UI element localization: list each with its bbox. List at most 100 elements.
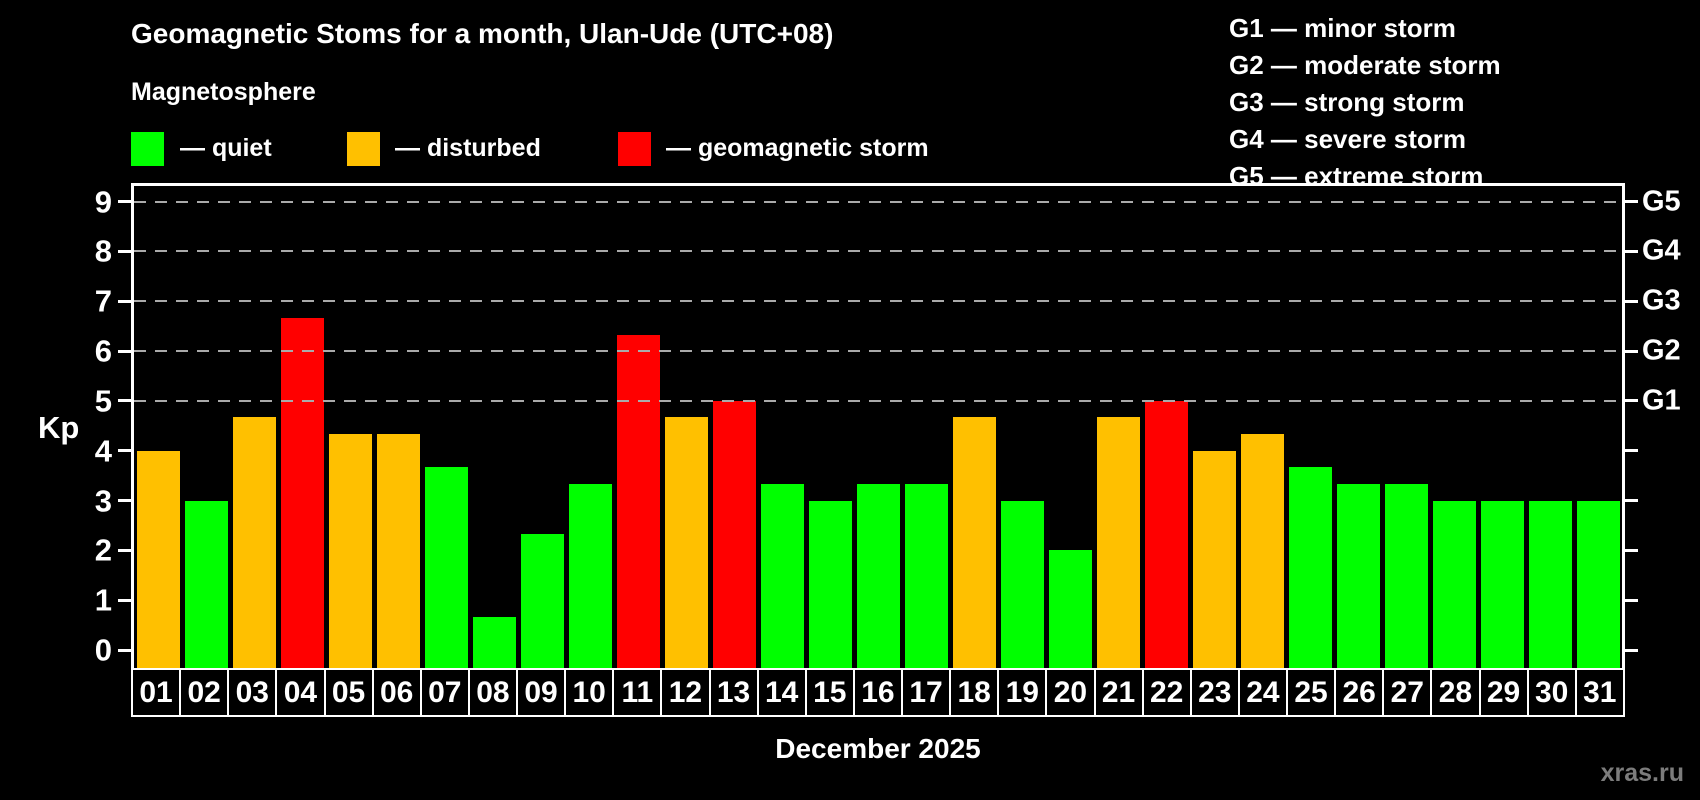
day-label-02: 02 <box>179 668 230 717</box>
day-label-03: 03 <box>227 668 278 717</box>
bar-day-02 <box>184 500 228 668</box>
bar-day-14 <box>760 484 804 668</box>
y-tick-left-3 <box>118 499 131 503</box>
gridline-kp9 <box>134 200 1622 203</box>
bar-day-27 <box>1384 484 1428 668</box>
bar-slot-11 <box>614 186 662 668</box>
y-tick-right-3 <box>1625 499 1638 503</box>
chart-title: Geomagnetic Stoms for a month, Ulan-Ude … <box>131 18 834 49</box>
day-label-04: 04 <box>275 668 326 717</box>
y-tick-label-8: 8 <box>94 233 112 269</box>
bar-day-05 <box>328 434 372 668</box>
day-label-14: 14 <box>756 668 807 717</box>
bar-day-25 <box>1288 467 1332 668</box>
g-axis-tick-labels: G1 G2 G3 G4 G5 <box>1642 183 1700 668</box>
y-tick-left-7 <box>118 299 131 303</box>
day-label-23: 23 <box>1189 668 1240 717</box>
day-label-25: 25 <box>1286 668 1337 717</box>
bar-day-19 <box>1000 500 1044 668</box>
bar-slot-16 <box>854 186 902 668</box>
y-tick-left-2 <box>118 548 131 552</box>
g-legend-line: G1 — minor storm <box>1229 13 1456 43</box>
y-tick-left-6 <box>118 349 131 353</box>
bar-day-30 <box>1528 500 1572 668</box>
g-legend-line: G5 — extreme storm <box>1229 161 1484 191</box>
bar-slot-04 <box>278 186 326 668</box>
bar-slot-30 <box>1526 186 1574 668</box>
bar-day-17 <box>904 484 948 668</box>
bar-slot-10 <box>566 186 614 668</box>
y-tick-right-0 <box>1625 648 1638 652</box>
y-tick-left-0 <box>118 648 131 652</box>
day-label-01: 01 <box>131 668 182 717</box>
day-label-11: 11 <box>612 668 663 717</box>
bar-day-09 <box>520 533 564 668</box>
bar-day-13 <box>712 400 756 668</box>
bar-day-29 <box>1480 500 1524 668</box>
plot-area <box>118 183 1638 668</box>
day-label-10: 10 <box>564 668 615 717</box>
bar-slot-03 <box>230 186 278 668</box>
bar-slot-23 <box>1190 186 1238 668</box>
bars <box>134 186 1622 668</box>
quiet-legend-label: — quiet <box>180 134 272 162</box>
bar-day-31 <box>1576 500 1620 668</box>
day-label-19: 19 <box>997 668 1048 717</box>
bar-day-20 <box>1048 550 1092 668</box>
y-axis-title: Kp <box>38 410 80 445</box>
bar-slot-13 <box>710 186 758 668</box>
bar-slot-31 <box>1574 186 1622 668</box>
day-label-18: 18 <box>949 668 1000 717</box>
g-tick-label-g5: G5 <box>1642 185 1681 217</box>
bar-slot-29 <box>1478 186 1526 668</box>
day-label-16: 16 <box>852 668 903 717</box>
y-tick-label-7: 7 <box>94 283 112 319</box>
day-label-22: 22 <box>1141 668 1192 717</box>
bar-slot-25 <box>1286 186 1334 668</box>
bar-day-06 <box>376 434 420 668</box>
y-tick-right-1 <box>1625 598 1638 602</box>
y-tick-right-2 <box>1625 548 1638 552</box>
bar-slot-12 <box>662 186 710 668</box>
day-label-09: 09 <box>516 668 567 717</box>
bar-slot-08 <box>470 186 518 668</box>
bar-day-28 <box>1432 500 1476 668</box>
day-label-13: 13 <box>708 668 759 717</box>
y-axis-tick-labels: 0 1 2 3 4 5 6 7 8 9 <box>0 183 112 668</box>
bar-slot-21 <box>1094 186 1142 668</box>
y-tick-right-4 <box>1625 449 1638 453</box>
disturbed-swatch-icon <box>347 132 380 166</box>
bar-slot-15 <box>806 186 854 668</box>
y-tick-left-9 <box>118 200 131 203</box>
bar-day-21 <box>1096 417 1140 668</box>
bar-slot-02 <box>182 186 230 668</box>
y-tick-right-6 <box>1625 349 1638 353</box>
day-label-28: 28 <box>1430 668 1481 717</box>
bar-slot-22 <box>1142 186 1190 668</box>
bar-slot-26 <box>1334 186 1382 668</box>
y-tick-label-4: 4 <box>94 433 112 469</box>
y-tick-label-6: 6 <box>94 333 112 369</box>
gridline-kp8 <box>134 250 1622 253</box>
x-axis-day-labels: 01 02 03 04 05 06 07 08 09 10 11 12 13 14 15 16 17 18 19 20… <box>131 668 1625 717</box>
bar-day-04 <box>280 317 324 668</box>
y-tick-label-0: 0 <box>94 632 112 668</box>
y-tick-right-7 <box>1625 299 1638 303</box>
day-label-05: 05 <box>323 668 374 717</box>
bar-slot-17 <box>902 186 950 668</box>
bar-day-26 <box>1336 484 1380 668</box>
gridline-kp5 <box>134 399 1622 402</box>
bar-day-23 <box>1192 450 1236 668</box>
day-label-17: 17 <box>901 668 952 717</box>
g-legend-line: G4 — severe storm <box>1229 124 1467 154</box>
bar-day-03 <box>232 417 276 668</box>
day-label-21: 21 <box>1093 668 1144 717</box>
g-tick-label-g3: G3 <box>1642 284 1681 317</box>
bar-slot-05 <box>326 186 374 668</box>
day-label-07: 07 <box>419 668 470 717</box>
bar-day-01 <box>136 450 180 668</box>
day-label-06: 06 <box>371 668 422 717</box>
y-tick-left-5 <box>118 399 131 403</box>
day-label-31: 31 <box>1574 668 1625 717</box>
g-tick-label-g4: G4 <box>1642 234 1681 267</box>
